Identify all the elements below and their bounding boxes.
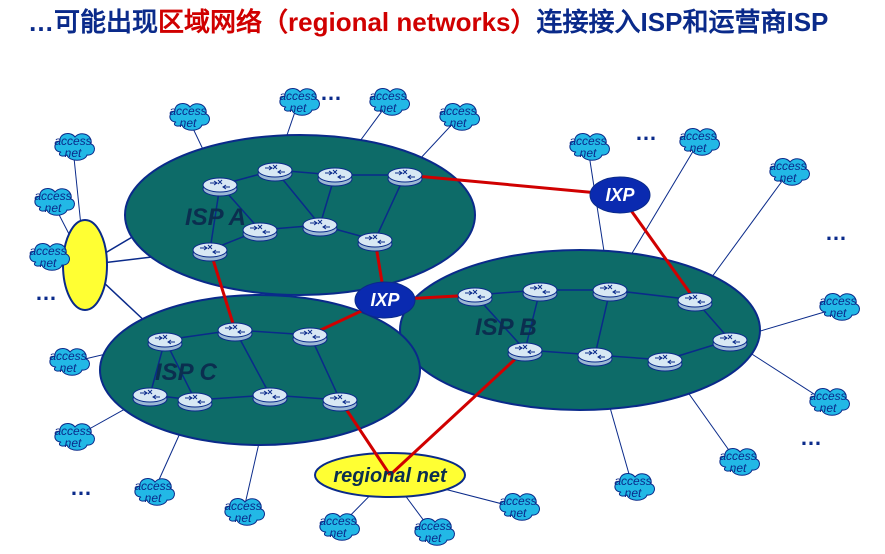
access-net: accessnet: [414, 519, 454, 546]
router-icon: [243, 223, 277, 241]
ellipsis-icon: …: [800, 425, 822, 450]
access-net: accessnet: [769, 159, 809, 186]
ixp-label: IXP: [370, 290, 400, 310]
router-icon: [323, 393, 357, 411]
access-net: accessnet: [809, 389, 849, 416]
access-label: net: [450, 116, 467, 130]
access-net: accessnet: [134, 479, 174, 506]
access-label: net: [60, 361, 77, 375]
router-icon: [358, 233, 392, 251]
access-net: accessnet: [614, 474, 654, 501]
ellipsis-icon: …: [825, 220, 847, 245]
access-label: net: [65, 146, 82, 160]
access-net: accessnet: [679, 129, 719, 156]
router-icon: [203, 178, 237, 196]
access-net: accessnet: [439, 104, 479, 131]
access-net: accessnet: [369, 89, 409, 116]
isp-C: [100, 295, 420, 445]
access-label: net: [330, 526, 347, 540]
access-net: accessnet: [819, 294, 859, 321]
access-net: accessnet: [169, 104, 209, 131]
access-label: net: [730, 461, 747, 475]
access-label: net: [580, 146, 597, 160]
peering-point: [63, 220, 107, 310]
access-label: net: [625, 486, 642, 500]
access-net: accessnet: [224, 499, 264, 526]
ellipsis-icon: …: [635, 120, 657, 145]
access-net: accessnet: [279, 89, 319, 116]
ellipsis-icon: …: [70, 475, 92, 500]
router-icon: [523, 283, 557, 301]
regional-label: regional net: [333, 465, 448, 487]
router-icon: [303, 218, 337, 236]
access-net: accessnet: [499, 494, 539, 521]
access-label: net: [690, 141, 707, 155]
router-icon: [388, 168, 422, 186]
isp-B: [400, 250, 760, 410]
router-icon: [713, 333, 747, 351]
ellipsis-icon: …: [320, 80, 342, 105]
access-label: net: [290, 101, 307, 115]
isp-label: ISP A: [185, 204, 246, 231]
ellipsis-icon: …: [35, 280, 57, 305]
router-icon: [253, 388, 287, 406]
access-net: accessnet: [54, 424, 94, 451]
network-diagram: accessnet accessnet accessnet accessnet acce…: [0, 0, 885, 554]
access-label: net: [235, 511, 252, 525]
access-net: accessnet: [319, 514, 359, 541]
access-net: accessnet: [719, 449, 759, 476]
access-net: accessnet: [569, 134, 609, 161]
router-icon: [258, 163, 292, 181]
router-icon: [678, 293, 712, 311]
router-icon: [593, 283, 627, 301]
router-icon: [148, 333, 182, 351]
router-icon: [648, 353, 682, 371]
router-icon: [178, 393, 212, 411]
access-label: net: [180, 116, 197, 130]
access-label: net: [820, 401, 837, 415]
shapes-layer: [63, 135, 760, 497]
router-icon: [293, 328, 327, 346]
access-label: net: [40, 256, 57, 270]
router-icon: [458, 288, 492, 306]
access-label: net: [830, 306, 847, 320]
router-icon: [508, 343, 542, 361]
isp-label: ISP B: [475, 314, 537, 341]
access-label: net: [145, 491, 162, 505]
access-label: net: [425, 531, 442, 545]
access-net: accessnet: [54, 134, 94, 161]
router-icon: [218, 323, 252, 341]
isp-A: [125, 135, 475, 295]
access-net: accessnet: [34, 189, 74, 216]
access-label: net: [780, 171, 797, 185]
ixp-label: IXP: [605, 185, 635, 205]
access-label: net: [380, 101, 397, 115]
access-label: net: [510, 506, 527, 520]
router-icon: [318, 168, 352, 186]
router-icon: [133, 388, 167, 406]
access-label: net: [65, 436, 82, 450]
isp-label: ISP C: [155, 359, 217, 386]
access-label: net: [45, 201, 62, 215]
router-icon: [578, 348, 612, 366]
router-icon: [193, 243, 227, 261]
access-net: accessnet: [49, 349, 89, 376]
